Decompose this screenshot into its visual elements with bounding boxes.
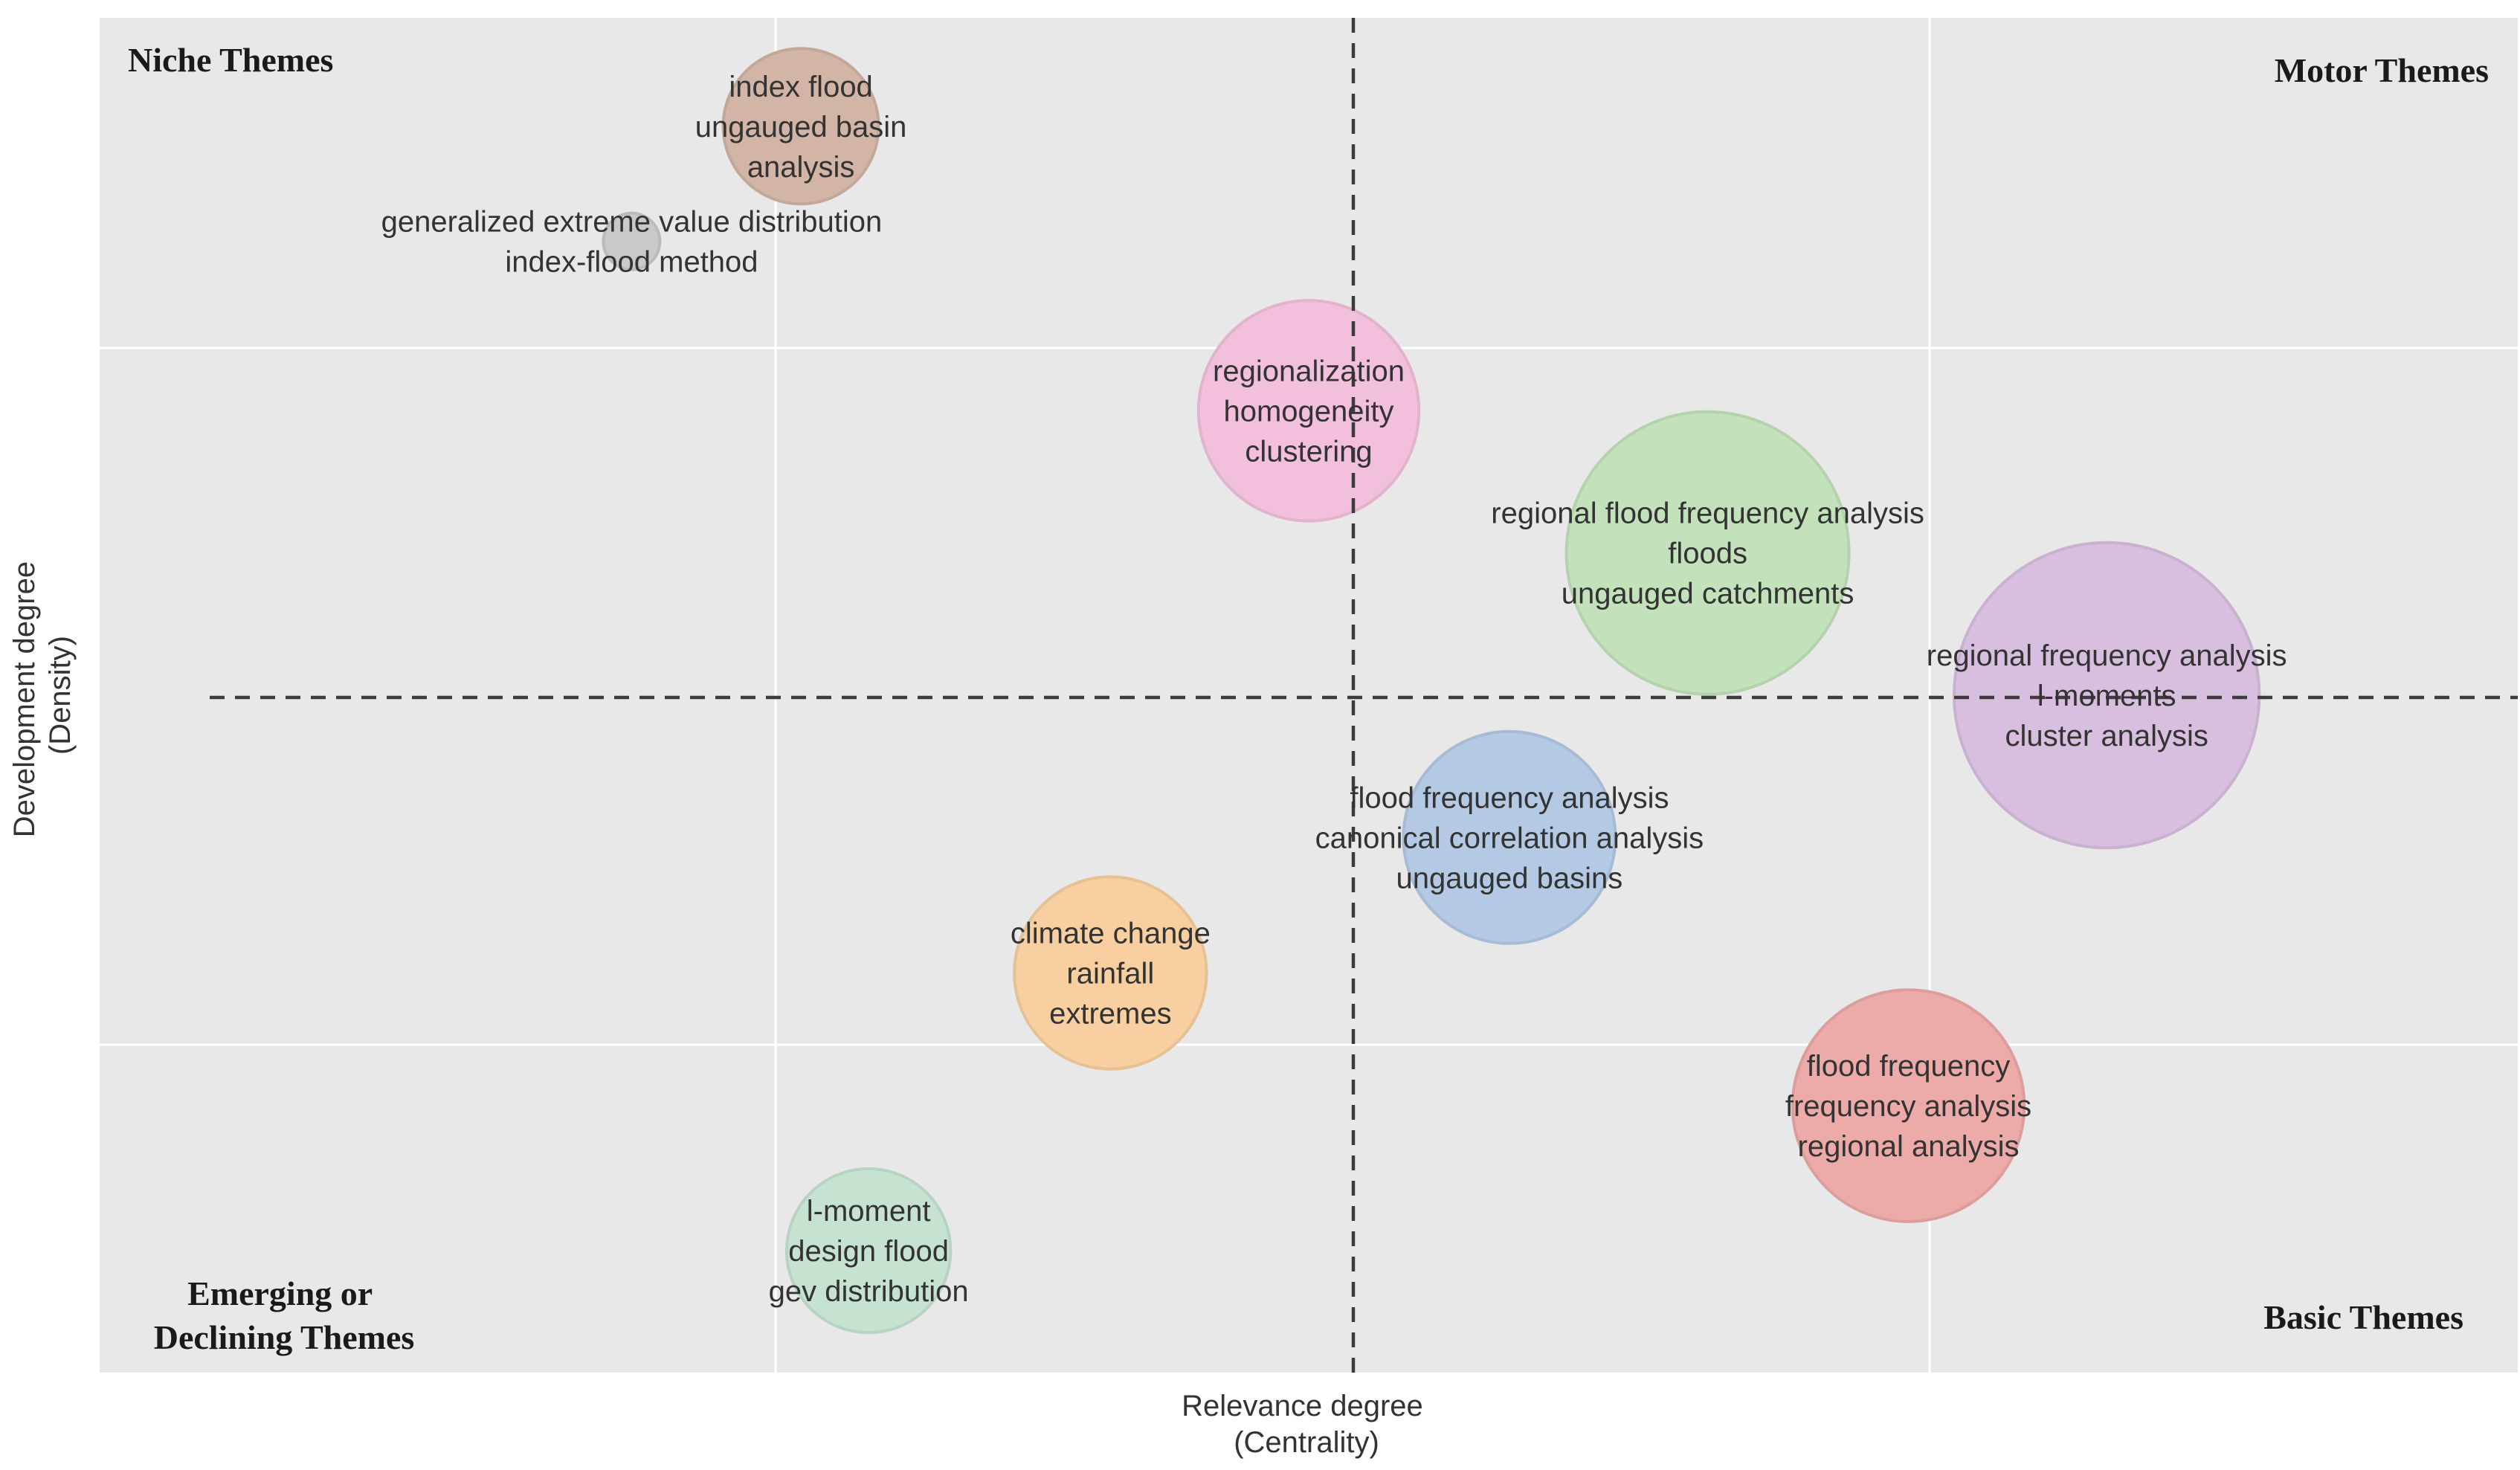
quadrant-label-emerging-declining: Emerging or Declining Themes [154,1274,415,1356]
cluster-label-line: canonical correlation analysis [1315,822,1704,854]
x-axis-title: Relevance degree (Centrality) [1182,1390,1431,1459]
cluster-label: climate change rainfall extremes [1011,918,1211,1031]
cluster-label: generalized extreme value distribution in… [381,206,883,279]
quadrant-label-line: Emerging or [187,1274,373,1312]
cluster-label-line: flood frequency [1807,1050,2011,1083]
cluster-label-line: regional flood frequency analysis [1491,497,1924,530]
cluster-label-line: clustering [1245,435,1372,468]
cluster-label-line: regional analysis [1798,1130,2020,1163]
cluster-label-line: design flood [788,1235,949,1268]
quadrant-label-line: Basic Themes [2263,1298,2463,1336]
cluster-label: flood frequency frequency analysis regiona… [1785,1050,2031,1163]
x-axis-title-line: Relevance degree [1182,1390,1423,1422]
cluster-label: regional frequency analysis l-moments clus… [1927,639,2287,752]
cluster-label-line: homogeneity [1223,395,1393,428]
cluster-bubble [1952,541,2261,850]
cluster-label-line: ungauged catchments [1562,578,1854,610]
cluster-label: index flood ungauged basin analysis [695,71,907,184]
cluster-label-line: extremes [1049,998,1172,1031]
cluster-label-line: ungauged basin [695,111,907,144]
cluster-label-line: cluster analysis [2005,720,2208,752]
cluster-label: regional flood frequency analysis floods u… [1491,497,1924,610]
y-axis-title-text: Development degree (Density) [8,553,77,837]
cluster-bubble [1791,988,2026,1223]
cluster-label-line: flood frequency analysis [1350,781,1669,814]
quadrant-label-line: Declining Themes [154,1318,415,1356]
y-axis-title: Development degree (Density) [8,553,77,837]
bubbles-layer [602,47,2261,1335]
cluster-label-line: climate change [1011,918,1211,950]
cluster-label: flood frequency analysis canonical correl… [1315,781,1704,894]
cluster-label-line: regional frequency analysis [1927,639,2287,672]
quadrant-label-basic: Basic Themes [2263,1298,2463,1336]
cluster-label-line: frequency analysis [1785,1090,2031,1123]
cluster-label-line: gev distribution [769,1275,969,1308]
cluster-bubble [602,211,662,271]
cluster-label: l-moment design flood gev distribution [769,1195,969,1308]
y-axis-title-line: (Density) [44,636,77,755]
cluster-bubble [1564,410,1851,696]
cluster-label-line: l-moment [807,1195,931,1228]
y-axis-title-line: Development degree [8,561,41,837]
cluster-label-line: index-flood method [505,246,758,279]
quadrant-label-line: Motor Themes [2275,51,2489,89]
cluster-bubble [1196,299,1421,523]
cluster-label-line: l-moments [2037,680,2176,712]
cluster-bubble [721,47,880,206]
bubble-labels-layer: index flood ungauged basin analysis general… [381,71,2287,1308]
cluster-label-line: index flood [729,71,872,103]
quadrant-label-niche: Niche Themes [128,41,333,79]
quadrant-label-motor: Motor Themes [2275,51,2489,89]
cluster-bubble [1402,729,1617,945]
cluster-label-line: generalized extreme value distribution [381,206,883,239]
cluster-label: regionalization homogeneity clustering [1213,355,1405,468]
cluster-label-line: regionalization [1213,355,1405,387]
cluster-bubble [1013,875,1208,1071]
cluster-label-line: floods [1668,538,1747,570]
cluster-label-line: analysis [747,151,855,184]
cluster-bubble [784,1167,953,1335]
cluster-label-line: rainfall [1066,958,1154,990]
cluster-label-line: ungauged basins [1396,862,1623,894]
quadrant-label-line: Niche Themes [128,41,333,79]
x-axis-title-line: (Centrality) [1234,1426,1379,1459]
